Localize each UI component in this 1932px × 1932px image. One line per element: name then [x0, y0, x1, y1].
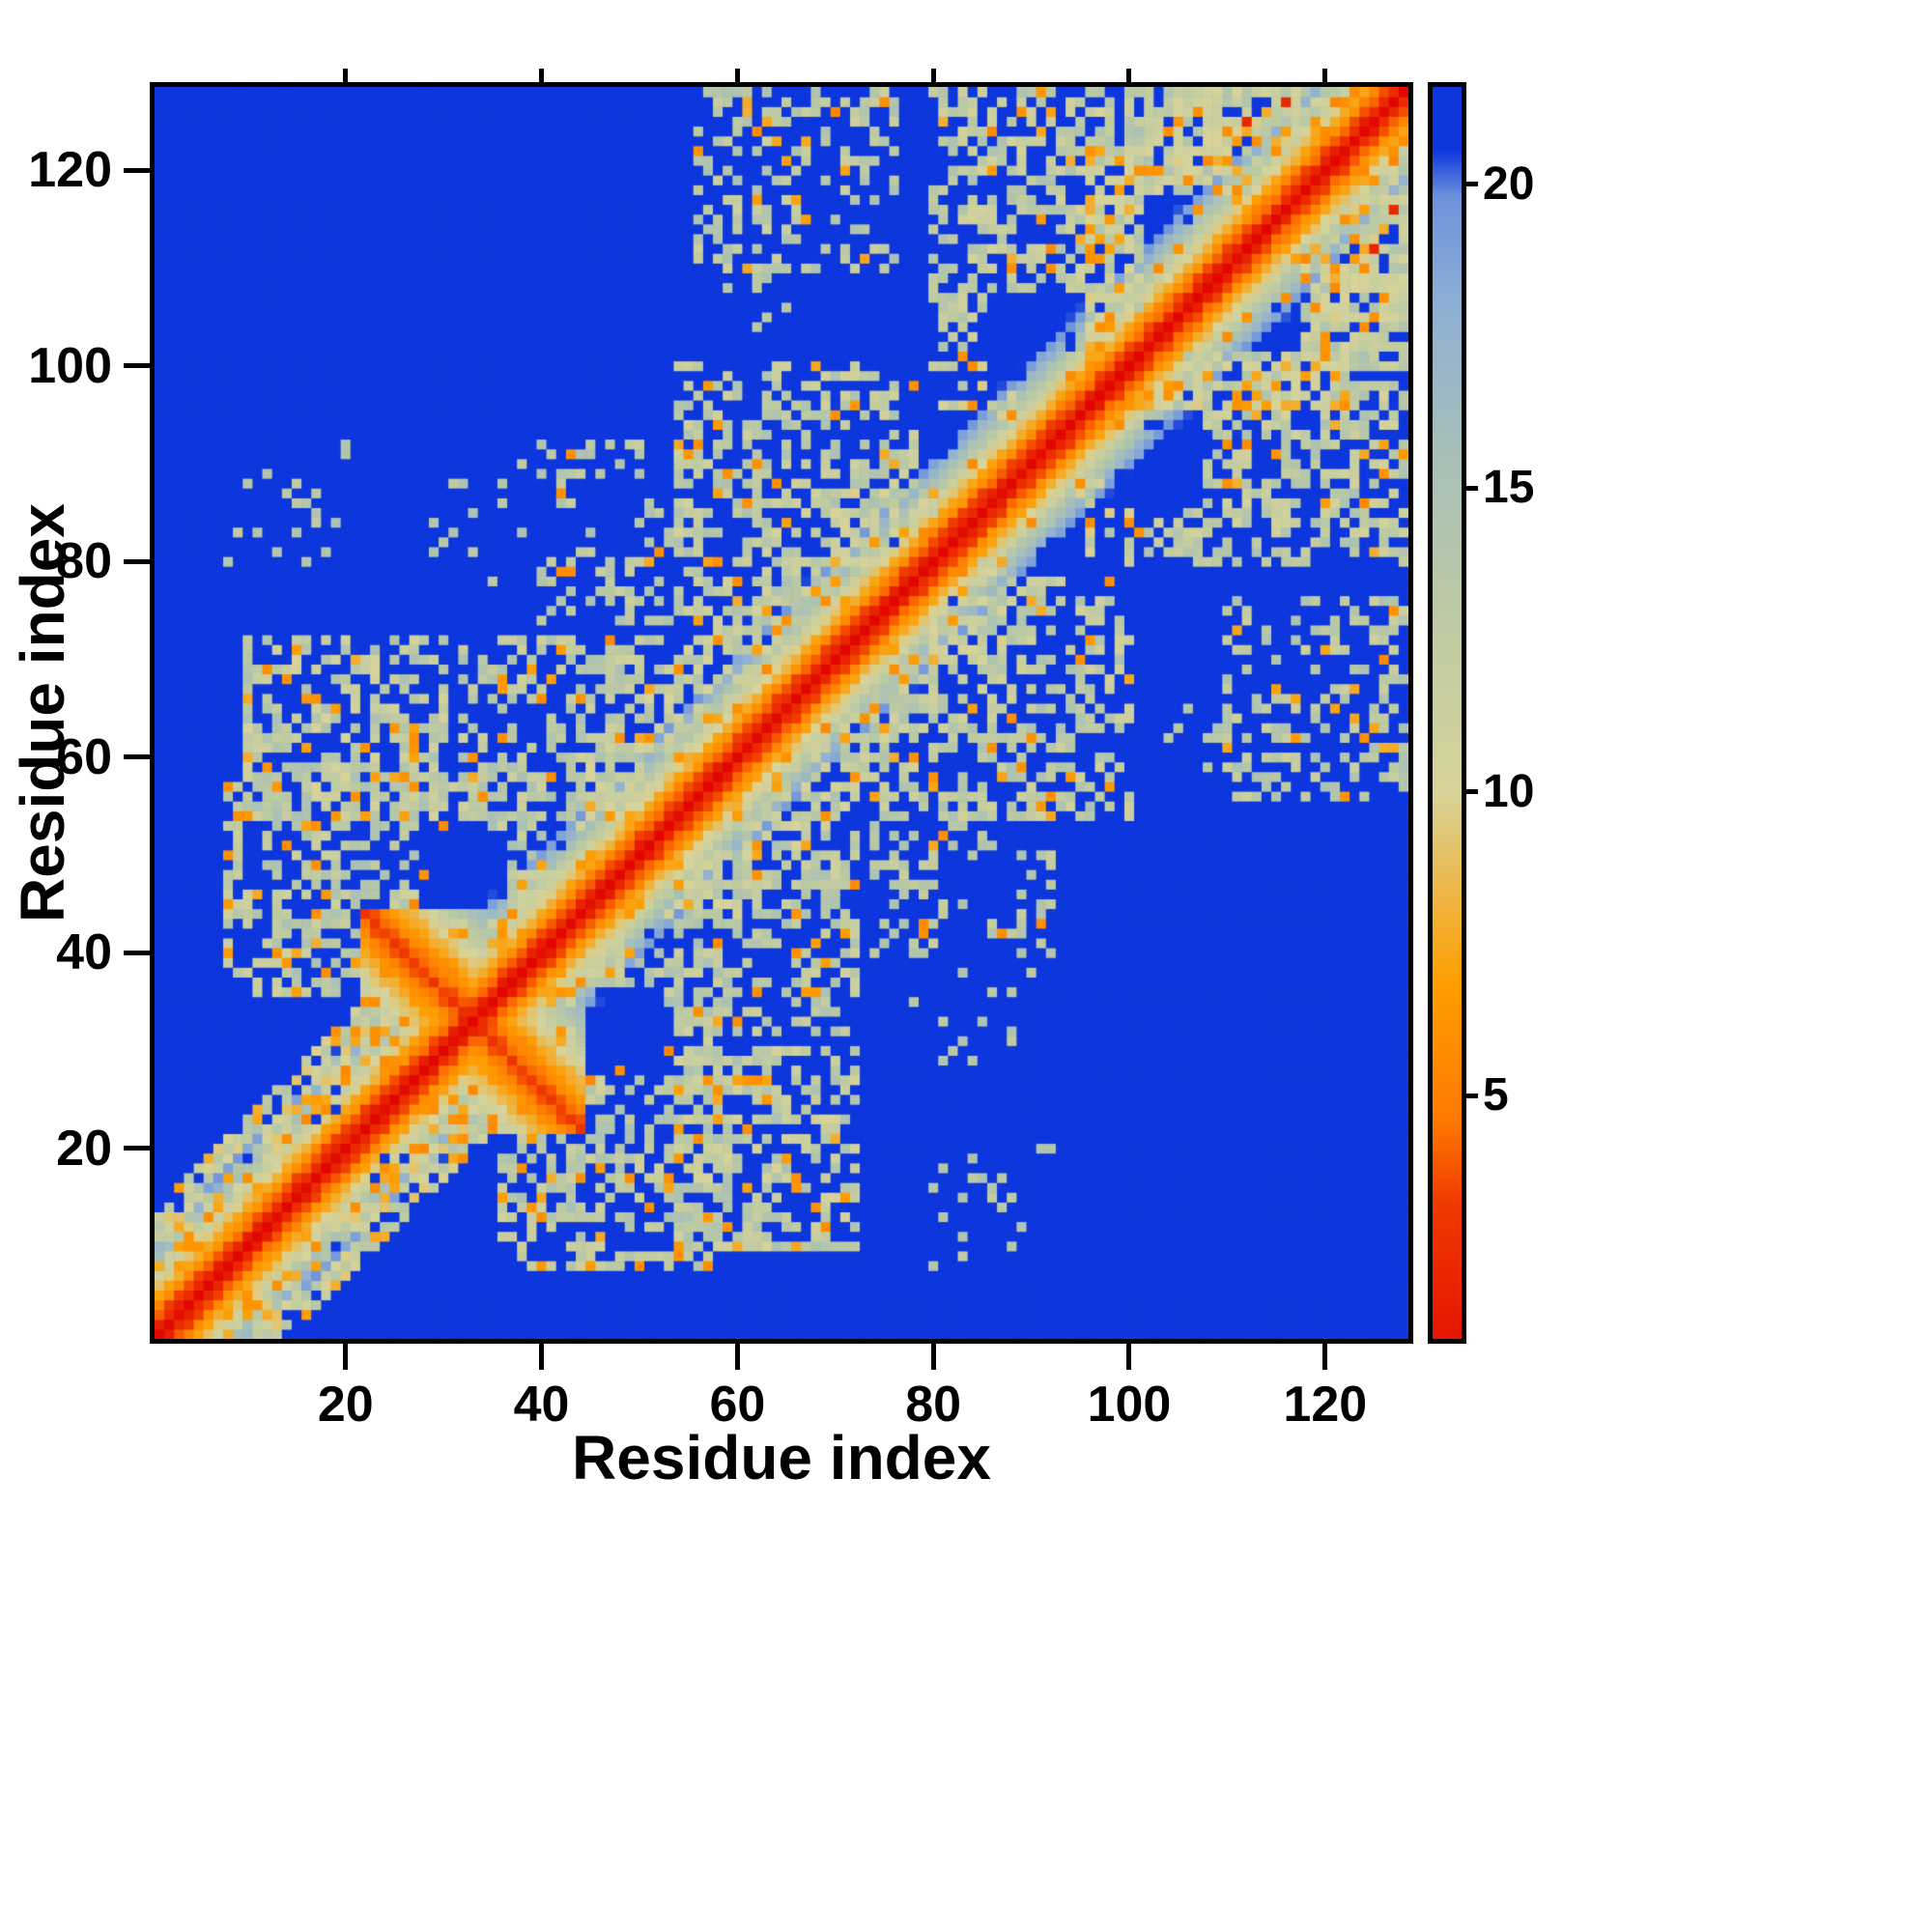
y-tick-label: 80	[56, 533, 112, 590]
y-tick-mark	[124, 1146, 150, 1151]
y-tick-mark	[124, 363, 150, 369]
x-tick-mark	[1322, 1344, 1328, 1370]
y-axis-label: Residue index	[8, 503, 77, 923]
y-tick-mark	[124, 754, 150, 760]
x-top-tick-mark	[930, 69, 936, 82]
x-tick-mark	[930, 1344, 936, 1370]
x-axis-label: Residue index	[572, 1423, 991, 1492]
colorbar-tick-label: 5	[1483, 1069, 1509, 1122]
colorbar-tick-label: 15	[1483, 462, 1535, 514]
x-tick-label: 120	[1283, 1377, 1368, 1433]
x-top-tick-mark	[734, 69, 740, 82]
x-tick-label: 100	[1087, 1377, 1172, 1433]
x-tick-label: 60	[709, 1377, 766, 1433]
heatmap-plot-area: 20 40 60 80 100 120 20 40 60 80 100 120	[28, 69, 1413, 1430]
y-tick-mark	[124, 167, 150, 173]
colorbar-tick-label: 10	[1483, 765, 1535, 817]
colorbar-tick-label: 20	[1483, 157, 1535, 210]
x-tick-mark	[734, 1344, 740, 1370]
y-tick-label: 60	[56, 728, 112, 785]
x-top-tick-mark	[1322, 69, 1328, 82]
x-tick-mark	[539, 1344, 545, 1370]
colorbar-tick-mark	[1466, 1093, 1478, 1098]
colorbar-canvas	[1433, 87, 1462, 1339]
colorbar: 5 10 15 20	[1428, 82, 1534, 1344]
y-tick-mark	[124, 558, 150, 564]
x-tick-mark	[343, 1344, 349, 1370]
x-top-tick-mark	[539, 69, 545, 82]
x-top-tick-mark	[1126, 69, 1132, 82]
y-tick-label: 120	[28, 142, 112, 199]
y-tick-mark	[124, 950, 150, 955]
x-tick-label: 20	[317, 1377, 374, 1433]
y-tick-label: 20	[56, 1120, 112, 1177]
x-tick-label: 40	[513, 1377, 570, 1433]
y-tick-label: 40	[56, 924, 112, 981]
y-tick-label: 100	[28, 337, 112, 394]
heatmap-canvas	[155, 87, 1408, 1339]
colorbar-tick-mark	[1466, 485, 1478, 491]
x-tick-mark	[1126, 1344, 1132, 1370]
colorbar-tick-mark	[1466, 182, 1478, 187]
colorbar-tick-mark	[1466, 789, 1478, 795]
x-top-tick-mark	[343, 69, 349, 82]
x-tick-label: 80	[905, 1377, 962, 1433]
